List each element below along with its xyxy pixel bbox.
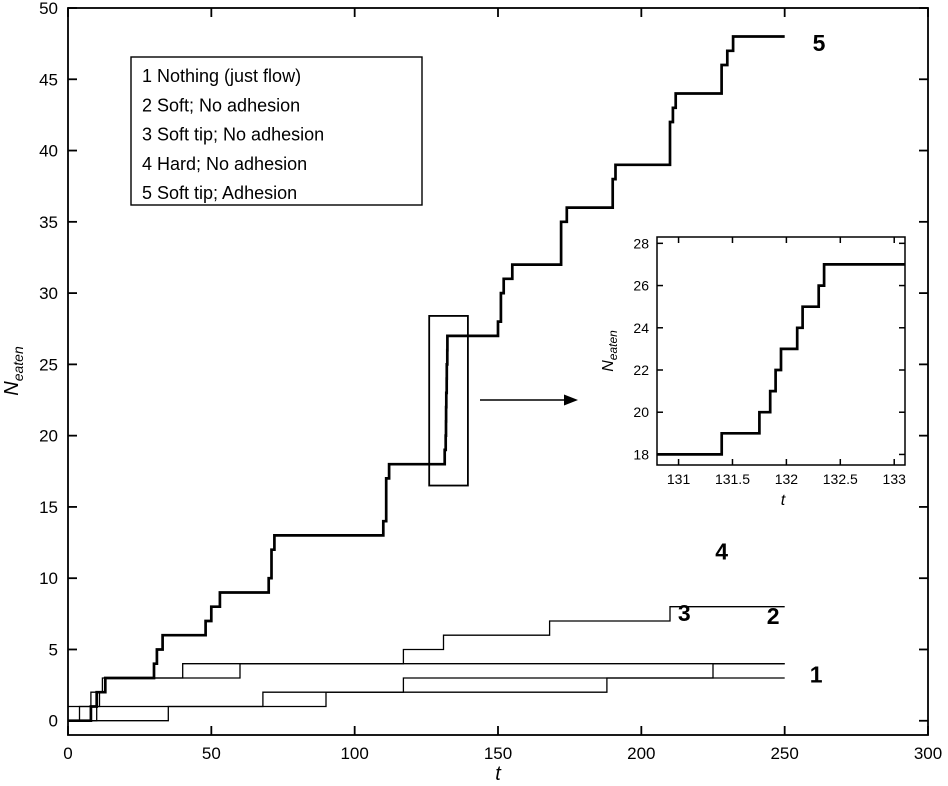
y-tick-label: 35 bbox=[39, 213, 58, 232]
axis-labels-layer: t Neaten t Neaten bbox=[1, 330, 786, 785]
legend-item-label: 4 Hard; No adhesion bbox=[142, 154, 307, 174]
inset-y-tick-label: 20 bbox=[633, 404, 649, 420]
inset-y-tick-label: 22 bbox=[633, 362, 649, 378]
legend-box bbox=[130, 56, 423, 206]
legend-box-layer: 1 Nothing (just flow) 2 Soft; No adhesion… bbox=[130, 56, 423, 206]
inset-x-tick-label: 132 bbox=[775, 471, 799, 487]
inset-x-tick-label: 131 bbox=[667, 471, 691, 487]
y-tick-label: 40 bbox=[39, 142, 58, 161]
series-line bbox=[68, 677, 785, 722]
y-tick-label: 45 bbox=[39, 70, 58, 89]
series-line bbox=[68, 35, 785, 723]
inset-plot-box bbox=[656, 236, 906, 466]
y-tick-label: 30 bbox=[39, 284, 58, 303]
curve-number-label: 4 bbox=[715, 539, 728, 565]
y-tick-label: 5 bbox=[49, 640, 58, 659]
inset-y-tick-label: 26 bbox=[633, 278, 649, 294]
inset-y-tick-label: 28 bbox=[633, 235, 649, 251]
y-axis-label: Neaten bbox=[1, 346, 26, 396]
y-tick-label: 50 bbox=[39, 0, 58, 18]
x-tick-label: 0 bbox=[63, 744, 72, 763]
x-axis-label: t bbox=[495, 763, 502, 785]
legend-item-label: 5 Soft tip; Adhesion bbox=[142, 183, 297, 203]
x-tick-label: 200 bbox=[627, 744, 655, 763]
x-tick-label: 150 bbox=[484, 744, 512, 763]
series-line bbox=[68, 663, 785, 722]
inset-y-tick-label: 18 bbox=[633, 446, 649, 462]
curve-number-label: 5 bbox=[813, 30, 826, 56]
x-tick-label: 300 bbox=[914, 744, 942, 763]
inset-x-tick-label: 133 bbox=[883, 471, 907, 487]
y-tick-label: 10 bbox=[39, 569, 58, 588]
inset-y-axis-label: Neaten bbox=[600, 330, 620, 372]
y-tick-label: 0 bbox=[49, 712, 58, 731]
curve-number-label: 2 bbox=[767, 603, 780, 629]
zoom-rectangle bbox=[428, 315, 469, 487]
curve-number-label: 3 bbox=[678, 600, 691, 626]
series-layer: 5 4 3 2 1 bbox=[68, 30, 826, 723]
curve-number-label: 1 bbox=[810, 661, 823, 687]
y-tick-label: 15 bbox=[39, 498, 58, 517]
inset-x-tick-label: 132.5 bbox=[823, 471, 858, 487]
inset-y-tick-label: 24 bbox=[633, 320, 649, 336]
legend-item-label: 3 Soft tip; No adhesion bbox=[142, 125, 324, 145]
x-tick-label: 250 bbox=[770, 744, 798, 763]
legend-item-label: 2 Soft; No adhesion bbox=[142, 95, 300, 115]
inset-x-axis-label: t bbox=[781, 492, 786, 509]
x-tick-label: 100 bbox=[340, 744, 368, 763]
legend-item-label: 1 Nothing (just flow) bbox=[142, 66, 301, 86]
annotation-layer bbox=[428, 315, 578, 487]
zoom-arrowhead bbox=[564, 394, 578, 406]
inset-x-tick-label: 131.5 bbox=[715, 471, 750, 487]
series-line bbox=[68, 663, 785, 708]
y-tick-label: 25 bbox=[39, 355, 58, 374]
y-tick-label: 20 bbox=[39, 427, 58, 446]
x-tick-label: 50 bbox=[202, 744, 221, 763]
